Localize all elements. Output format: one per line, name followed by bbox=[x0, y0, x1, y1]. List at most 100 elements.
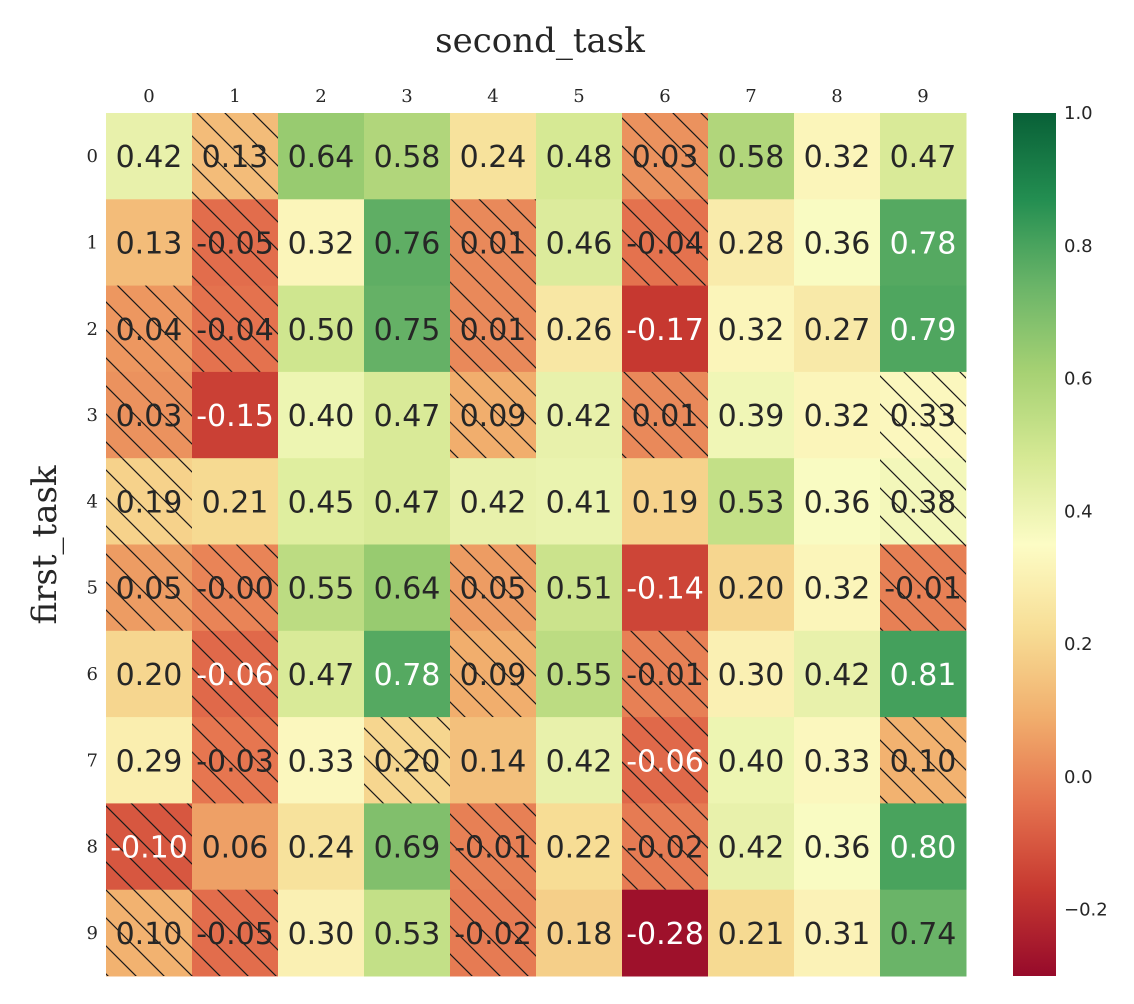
heatmap-cell bbox=[536, 717, 623, 804]
cell-value-label: 0.55 bbox=[546, 658, 613, 693]
colorbar-gradient bbox=[1013, 113, 1056, 976]
cell-value-label: 0.06 bbox=[202, 831, 269, 866]
heatmap-cell bbox=[536, 371, 623, 459]
cell-value-label: 0.47 bbox=[890, 140, 957, 175]
x-tick-label: 9 bbox=[917, 86, 928, 107]
cell-hatch-overlay bbox=[364, 717, 450, 804]
heatmap-cell bbox=[450, 717, 537, 804]
cell-hatch-overlay bbox=[450, 371, 536, 459]
x-tick-labels: 0 1 2 3 4 5 6 7 8 9 bbox=[143, 86, 928, 107]
cell-hatch-overlay bbox=[622, 803, 708, 890]
cell-hatch-overlay bbox=[106, 544, 192, 631]
cell-value-label: 0.22 bbox=[546, 831, 613, 866]
heatmap-cell bbox=[278, 199, 365, 287]
heatmap-cell bbox=[450, 458, 537, 545]
heatmap-cell bbox=[622, 889, 709, 977]
cell-value-label: 0.45 bbox=[288, 485, 355, 520]
cell-value-label: 0.09 bbox=[460, 658, 527, 693]
cell-value-label: -0.01 bbox=[884, 572, 962, 607]
heatmap-cell bbox=[794, 199, 881, 287]
cell-value-label: 0.42 bbox=[460, 485, 527, 520]
cell-value-label: -0.17 bbox=[626, 313, 704, 348]
cell-hatch-overlay bbox=[192, 889, 278, 976]
x-tick-label: 3 bbox=[401, 86, 412, 107]
cell-hatch-overlay bbox=[192, 717, 278, 804]
cell-hatch-overlay bbox=[880, 458, 966, 545]
heatmap-cell bbox=[794, 458, 881, 545]
cell-value-label: 0.53 bbox=[718, 485, 785, 520]
cell-value-label: 0.64 bbox=[374, 572, 441, 607]
heatmap-cell bbox=[278, 371, 365, 459]
cell-value-label: 0.30 bbox=[718, 658, 785, 693]
heatmap-cell bbox=[364, 199, 451, 287]
heatmap-cell bbox=[536, 199, 623, 287]
y-tick-label: 4 bbox=[87, 491, 98, 512]
cell-value-label: 0.69 bbox=[374, 831, 441, 866]
cell-value-label: 0.26 bbox=[546, 313, 613, 348]
heatmap-cell bbox=[708, 458, 795, 545]
y-tick-label: 9 bbox=[87, 923, 98, 944]
heatmap-cell bbox=[794, 544, 881, 632]
cell-value-label: -0.03 bbox=[196, 744, 274, 779]
cell-value-label: 0.10 bbox=[116, 917, 183, 952]
cell-value-label: 0.03 bbox=[116, 399, 183, 434]
y-tick-label: 1 bbox=[87, 232, 98, 253]
heatmap-cell bbox=[880, 630, 967, 718]
cell-value-label: 0.42 bbox=[804, 658, 871, 693]
cell-hatch-overlay bbox=[106, 889, 192, 976]
colorbar: 1.0 0.8 0.6 0.4 0.2 0.0 −0.2 bbox=[1013, 103, 1108, 976]
cell-value-label: -0.15 bbox=[196, 399, 274, 434]
cell-value-label: 0.32 bbox=[718, 313, 785, 348]
heatmap-cell bbox=[364, 458, 451, 545]
cell-value-label: 0.47 bbox=[374, 399, 441, 434]
y-tick-label: 8 bbox=[87, 837, 98, 858]
cell-value-label: 0.40 bbox=[718, 744, 785, 779]
cell-hatch-overlay bbox=[622, 371, 708, 459]
cell-hatch-overlay bbox=[880, 371, 966, 459]
cell-value-label: 0.29 bbox=[116, 744, 183, 779]
y-tick-label: 7 bbox=[87, 750, 98, 771]
y-tick-label: 2 bbox=[87, 319, 98, 340]
cell-value-label: 0.32 bbox=[288, 226, 355, 261]
cell-value-label: -0.06 bbox=[196, 658, 274, 693]
colorbar-tick-label: 1.0 bbox=[1064, 103, 1093, 124]
cell-hatch-overlay bbox=[192, 113, 278, 200]
cell-value-label: 0.80 bbox=[890, 831, 957, 866]
cell-value-label: -0.05 bbox=[196, 226, 274, 261]
cell-hatch-overlay bbox=[106, 285, 192, 372]
cell-hatch-overlay bbox=[450, 544, 536, 631]
heatmap-cell bbox=[106, 630, 193, 718]
colorbar-tick-label: 0.2 bbox=[1064, 634, 1093, 655]
heatmap-cell bbox=[880, 285, 967, 373]
cell-value-label: -0.28 bbox=[626, 917, 704, 952]
cell-value-label: 0.41 bbox=[546, 485, 613, 520]
cell-value-label: -0.01 bbox=[454, 831, 532, 866]
cell-value-label: 0.27 bbox=[804, 313, 871, 348]
heatmap-cell bbox=[794, 371, 881, 459]
heatmap-cells: 0.42 0.13 0.64 0.58 0.24 0.48 0.03 0.58 0.32 0.47… bbox=[106, 113, 967, 977]
cell-value-label: 0.48 bbox=[546, 140, 613, 175]
heatmap-cell bbox=[364, 630, 451, 718]
heatmap-cell bbox=[880, 889, 967, 977]
heatmap-cell bbox=[364, 803, 451, 891]
cell-hatch-overlay bbox=[106, 371, 192, 459]
heatmap-cell bbox=[622, 285, 709, 373]
cell-value-label: 0.53 bbox=[374, 917, 441, 952]
heatmap-cell bbox=[622, 544, 709, 632]
cell-hatch-overlay bbox=[450, 285, 536, 372]
colorbar-tick-label: 0.6 bbox=[1064, 369, 1093, 390]
cell-value-label: 0.81 bbox=[890, 658, 957, 693]
heatmap-cell bbox=[536, 889, 623, 977]
cell-value-label: -0.10 bbox=[110, 831, 188, 866]
colorbar-tick-label: 0.8 bbox=[1064, 236, 1093, 257]
heatmap-cell bbox=[708, 371, 795, 459]
cell-hatch-overlay bbox=[450, 199, 536, 286]
cell-value-label: 0.78 bbox=[374, 658, 441, 693]
heatmap-cell bbox=[364, 889, 451, 977]
heatmap-cell bbox=[278, 544, 365, 632]
heatmap-cell bbox=[708, 803, 795, 891]
cell-value-label: 0.33 bbox=[804, 744, 871, 779]
cell-hatch-overlay bbox=[450, 889, 536, 976]
cell-hatch-overlay bbox=[106, 458, 192, 545]
x-tick-label: 7 bbox=[745, 86, 756, 107]
